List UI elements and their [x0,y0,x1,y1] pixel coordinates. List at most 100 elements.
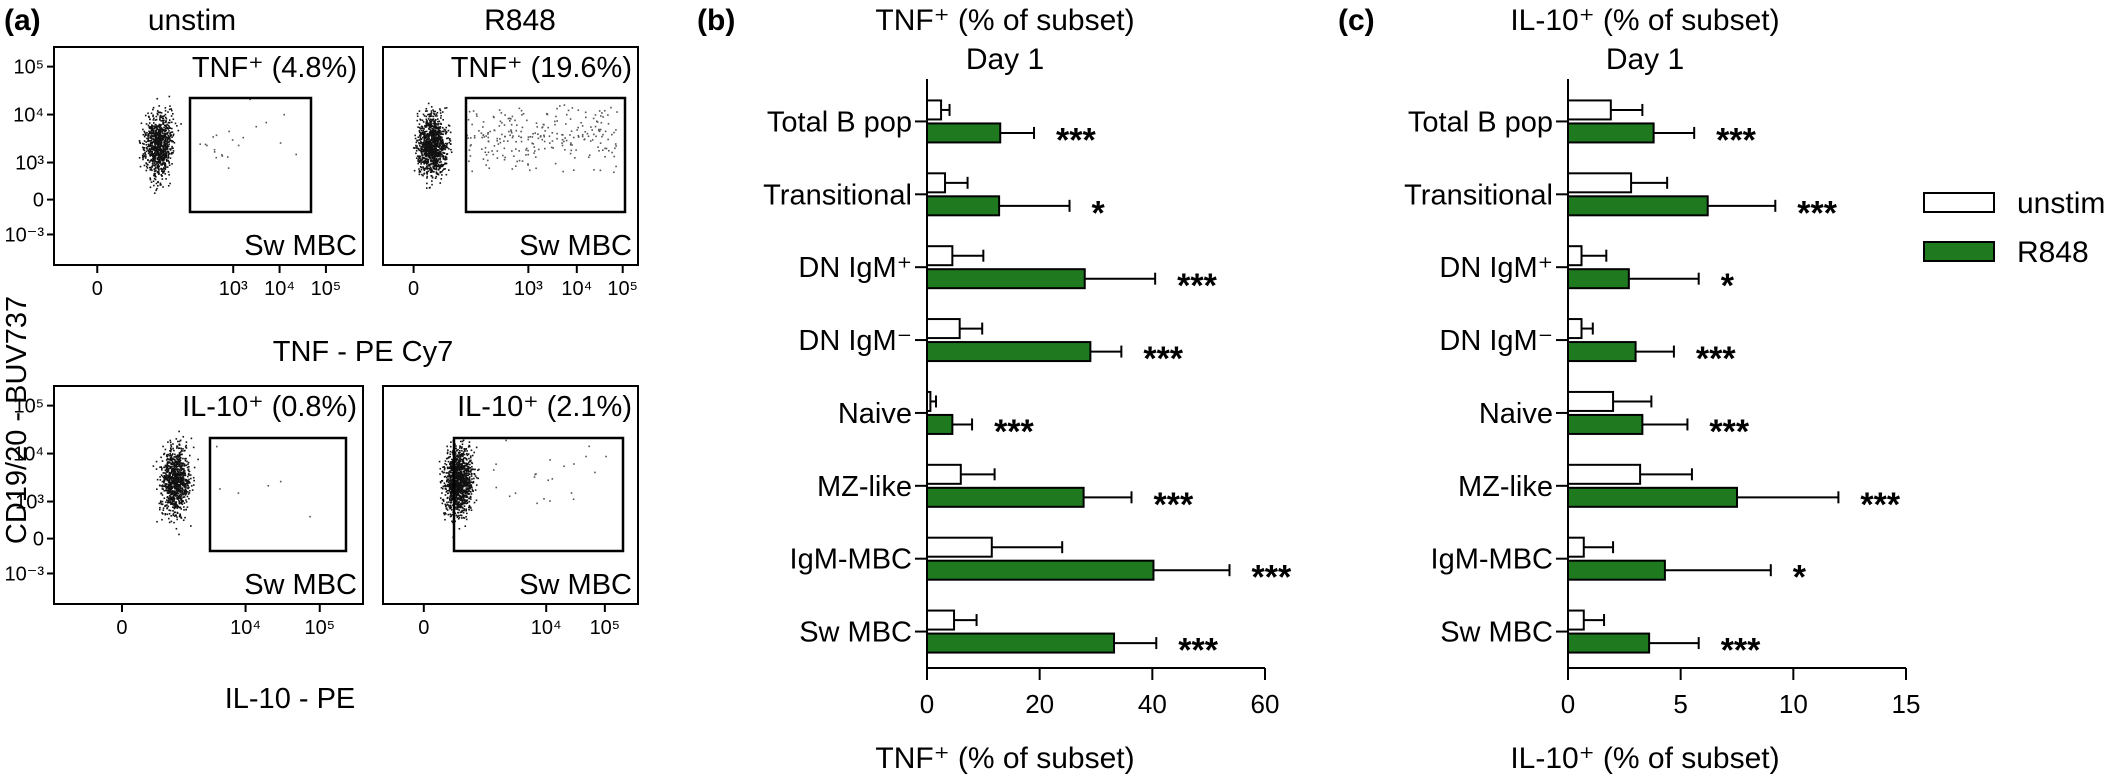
facs-event-dot [167,469,170,471]
facs-event-dot [464,499,467,502]
il10-bar-R848 [1567,486,1738,508]
facs-event-dot [508,130,510,133]
facs-event-dot [177,506,180,508]
facs-event-dot [471,486,473,489]
facs-event-dot [429,157,432,160]
facs-event-dot [439,147,441,150]
facs-event-dot [176,478,179,481]
facs-event-dot [430,148,433,150]
facs-event-dot [179,457,182,459]
facs-event-dot [152,131,155,133]
facs-gate [208,436,348,553]
facs-event-dot [492,469,495,471]
facs-event-dot [166,462,169,465]
facs-event-dot [249,98,251,101]
facs-event-dot [175,465,177,468]
facs-event-dot [446,466,449,469]
facs-event-dot [161,518,163,521]
facs-event-dot [167,157,169,159]
facs-event-dot [155,146,157,149]
facs-event-dot [433,126,436,129]
facs-event-dot [462,516,465,519]
facs-event-dot [159,160,161,163]
facs-event-dot [418,157,421,159]
facs-event-dot [441,146,444,148]
facs-event-dot [543,147,546,150]
facs-event-dot [418,126,421,129]
facs-event-dot [170,502,173,504]
facs-event-dot [462,465,465,468]
facs-event-dot [468,497,470,500]
facs-event-dot [178,514,181,517]
facs-event-dot [439,142,442,144]
facs-event-dot [167,184,170,187]
facs-event-dot [552,147,555,149]
tnf-bar-R848 [926,195,1001,217]
facs-event-dot [152,157,154,160]
facs-event-dot [446,137,448,140]
facs-event-dot [151,152,153,155]
facs-event-dot [164,477,166,479]
facs-event-dot [167,150,170,153]
facs-event-dot [502,154,504,157]
facs-event-dot [172,152,174,154]
facs-event-dot [451,465,453,467]
facs-event-dot [159,139,162,142]
facs-event-dot [475,484,478,486]
facs-event-dot [426,154,429,157]
facs-event-dot [456,459,458,462]
facs-event-dot [184,478,186,481]
facs-event-dot [153,128,155,130]
facs-event-dot [443,130,445,133]
facs-event-dot [438,138,441,140]
facs-event-dot [455,470,458,472]
facs-event-dot [463,479,466,482]
il10-bar-unstim [1567,463,1642,485]
facs-event-dot [422,166,424,169]
facs-event-dot [426,150,429,153]
facs-event-dot [440,114,442,117]
facs-y-tick-label: 0 [33,190,44,212]
facs-event-dot [428,131,431,133]
facs-event-dot [428,138,431,140]
facs-event-dot [465,502,468,505]
facs-event-dot [462,491,465,494]
facs-event-dot [466,454,469,457]
facs-event-dot [433,157,435,160]
facs-event-dot [184,446,187,448]
facs-event-dot [183,470,186,472]
facs-event-dot [470,509,473,512]
il10-significance: * [1793,559,1807,597]
facs-event-dot [142,153,145,155]
facs-event-dot [456,476,458,479]
facs-event-dot [184,459,187,462]
facs-event-dot [172,112,174,115]
facs-event-dot [182,457,184,460]
facs-event-dot [162,120,164,122]
facs-event-dot [433,145,435,147]
facs-event-dot [436,141,439,144]
legend-swatch-r848 [1923,241,1995,262]
facs-event-dot [148,140,151,142]
facs-event-dot [596,121,599,123]
facs-event-dot [444,485,447,488]
facs-event-dot [465,472,468,475]
facs-event-dot [450,476,452,479]
facs-event-dot [461,486,463,488]
facs-event-dot [149,127,152,130]
facs-event-dot [176,458,178,461]
facs-event-dot [441,140,443,143]
facs-event-dot [176,498,179,500]
il10-bar-R848 [1567,413,1644,435]
facs-event-dot [176,472,178,474]
facs-event-dot [604,147,606,150]
facs-event-dot [141,142,144,145]
facs-event-dot [445,145,448,148]
facs-event-dot [182,482,185,484]
facs-event-dot [418,145,421,147]
facs-event-dot [171,136,173,138]
facs-event-dot [170,492,173,495]
il10-x-tick-label: 15 [1892,689,1921,719]
facs-event-dot [527,136,530,138]
facs-event-dot [443,476,446,478]
